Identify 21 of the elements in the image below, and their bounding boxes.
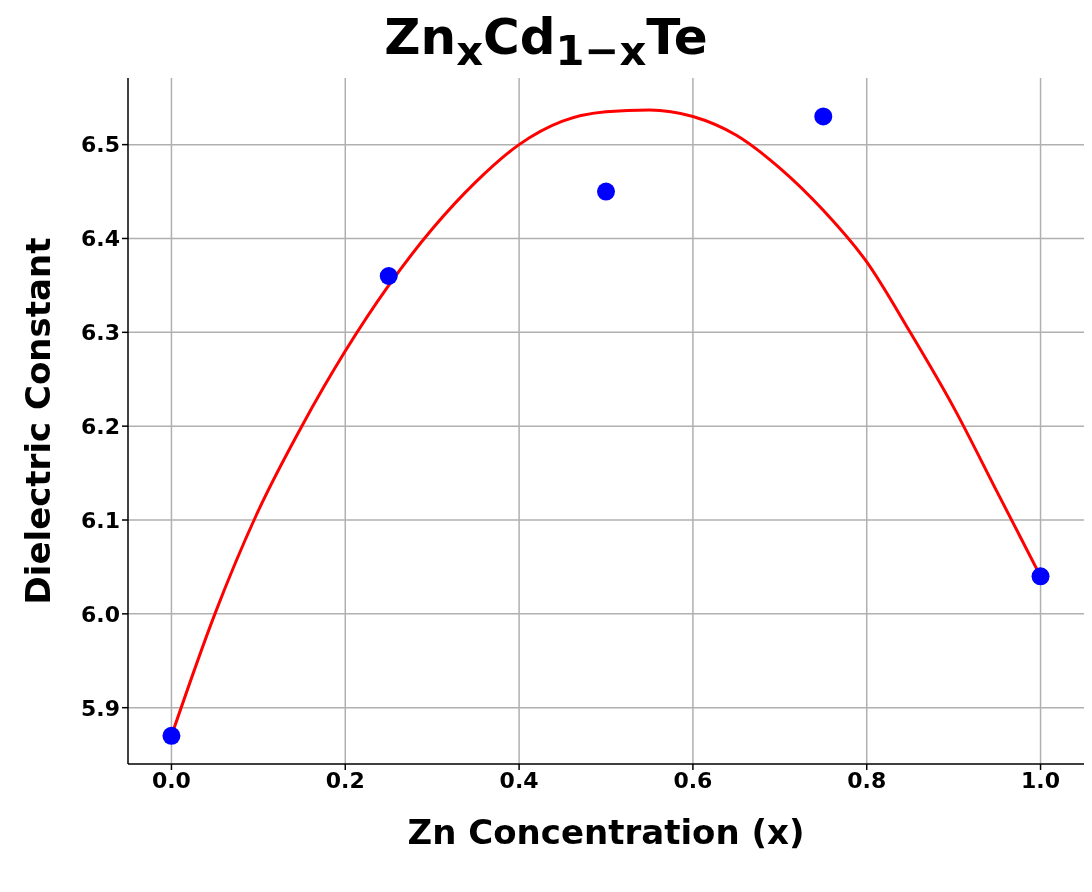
- y-tick-label: 6.1: [81, 507, 120, 533]
- y-tick-label: 6.4: [81, 226, 120, 252]
- point: [814, 107, 833, 126]
- x-axis-title: Zn Concentration (x): [407, 812, 805, 852]
- y-tick-label: 6.2: [81, 413, 120, 439]
- x-tick-label: 0.6: [673, 767, 713, 793]
- x-tick-label: 1.0: [1021, 767, 1061, 793]
- y-axis-title: Dielectric Constant: [18, 237, 59, 605]
- x-tick-label: 0.4: [499, 767, 539, 793]
- y-tick-label: 6.3: [81, 320, 120, 346]
- x-tick-label: 0.8: [847, 767, 887, 793]
- point: [597, 182, 615, 201]
- x-tick-label: 0.0: [151, 767, 191, 793]
- point: [1031, 567, 1050, 586]
- y-tick-label: 5.9: [81, 695, 120, 721]
- y-tick-label: 6.0: [81, 601, 120, 627]
- x-tick-label: 0.2: [325, 767, 365, 793]
- y-tick-label: 6.5: [81, 132, 120, 158]
- point: [162, 726, 181, 745]
- point: [379, 267, 398, 286]
- chart-title: Zn$_{x}$Cd$_{1−x}$Te: [383, 8, 709, 75]
